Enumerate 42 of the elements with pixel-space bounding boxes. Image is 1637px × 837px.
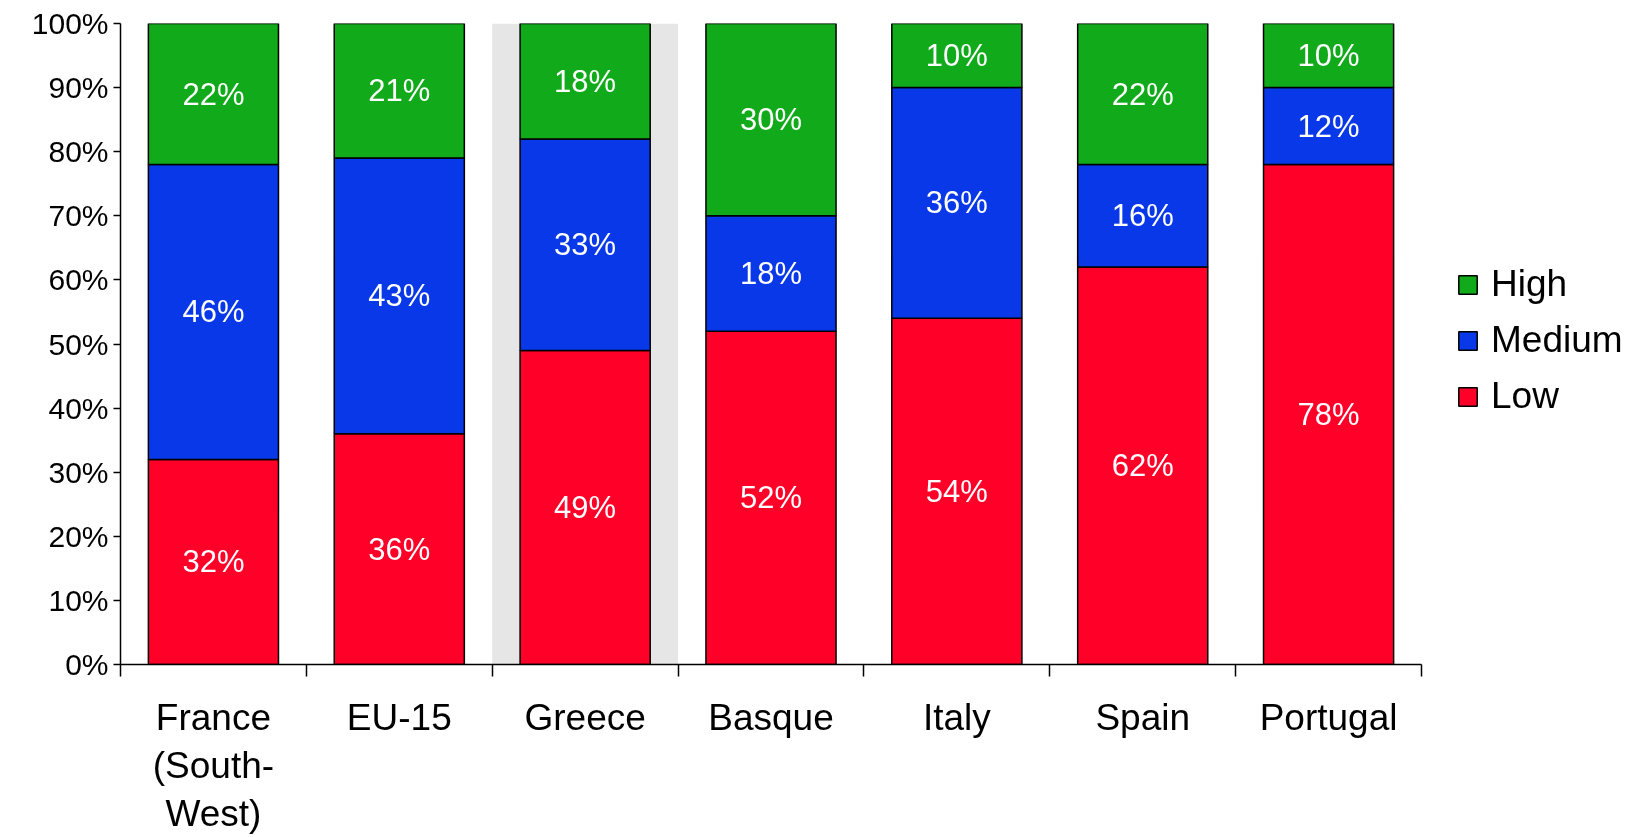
data-label: 49% [554, 489, 617, 525]
data-label: 12% [1297, 108, 1360, 144]
legend-label: High [1491, 263, 1568, 305]
data-label: 30% [739, 102, 803, 138]
y-tick-label: 40% [48, 391, 109, 425]
data-label: 10% [1297, 38, 1360, 74]
x-tick-label: Portugal [1259, 696, 1398, 738]
data-label: 78% [1297, 397, 1360, 433]
y-tick-label: 30% [48, 455, 109, 489]
data-label: 22% [182, 76, 245, 112]
data-label: 43% [368, 278, 431, 314]
data-label: 52% [739, 480, 803, 516]
x-tick-label: EU-15 [346, 696, 452, 738]
legend-label: Medium [1491, 319, 1623, 361]
x-tick-label: Italy [922, 696, 992, 738]
data-label: 62% [1111, 448, 1174, 484]
data-label: 22% [1111, 76, 1174, 112]
data-label: 10% [925, 38, 988, 74]
x-tick-label: France (South-West) [152, 696, 275, 835]
data-label: 18% [554, 63, 617, 99]
data-label: 36% [368, 531, 431, 567]
y-tick-label: 60% [48, 263, 109, 297]
y-tick-label: 70% [48, 199, 109, 233]
x-tick-label: Basque [708, 696, 834, 738]
data-label: 46% [182, 294, 245, 330]
x-tick-label: Greece [524, 696, 646, 738]
y-tick-label: 10% [48, 583, 109, 617]
legend-label: Low [1491, 375, 1559, 417]
data-label: 16% [1111, 198, 1174, 234]
y-tick-label: 90% [48, 71, 109, 105]
data-label: 32% [182, 544, 245, 580]
y-tick-label: 100% [31, 7, 109, 40]
y-tick-label: 80% [48, 135, 109, 169]
data-label: 18% [739, 255, 803, 291]
y-tick-label: 0% [65, 648, 109, 681]
data-label: 33% [554, 227, 617, 263]
x-tick-label: Spain [1095, 696, 1191, 738]
data-label: 54% [925, 473, 988, 509]
y-tick-label: 50% [48, 327, 109, 361]
data-label: 36% [925, 185, 988, 221]
data-label: 21% [368, 73, 431, 109]
y-tick-label: 20% [48, 519, 109, 553]
